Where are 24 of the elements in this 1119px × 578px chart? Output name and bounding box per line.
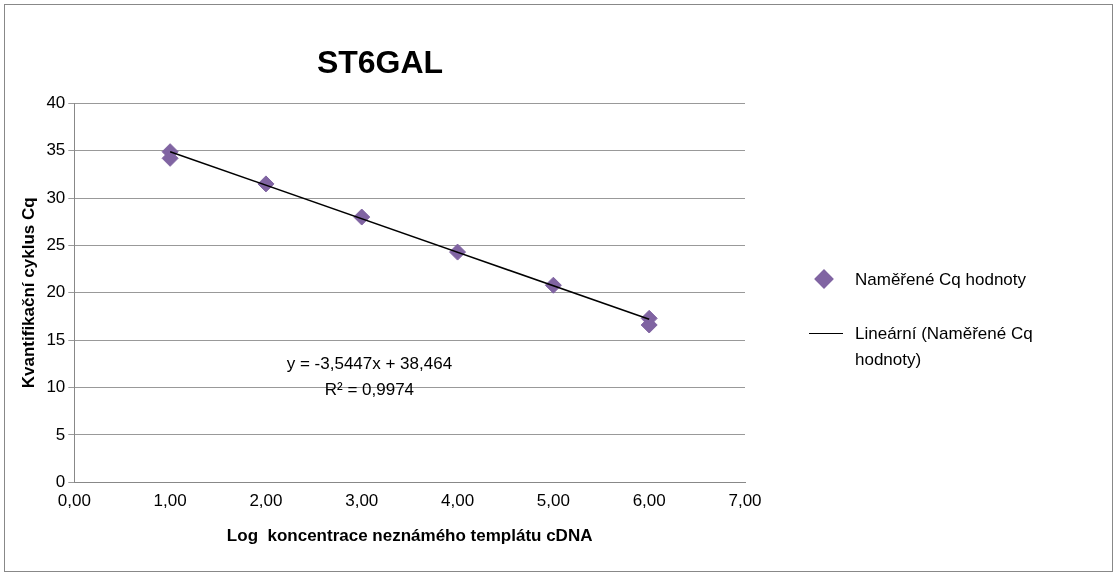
chart-title: ST6GAL xyxy=(316,44,444,81)
y-tick-label: 20 xyxy=(46,282,66,302)
y-tick-label: 30 xyxy=(46,187,66,207)
y-tick-label: 25 xyxy=(46,235,66,255)
legend-label: Naměřené Cq hodnoty xyxy=(855,269,1027,291)
y-axis-title: Kvantifikační cyklus Cq xyxy=(18,197,38,389)
x-tick-label: 5,00 xyxy=(536,491,570,511)
y-tick-label: 35 xyxy=(46,140,66,160)
y-tick-label: 15 xyxy=(46,329,66,349)
x-axis-title: Log koncentrace neznámého templátu cDNA xyxy=(226,526,593,546)
annotation: y = -3,5447x + 38,464 xyxy=(286,354,453,374)
x-tick-label: 0,00 xyxy=(57,491,91,511)
x-tick-label: 1,00 xyxy=(153,491,187,511)
x-tick-label: 3,00 xyxy=(345,491,379,511)
y-tick-label: 10 xyxy=(46,377,66,397)
x-tick-label: 6,00 xyxy=(632,491,666,511)
y-tick-label: 0 xyxy=(55,471,66,491)
x-tick-label: 2,00 xyxy=(249,491,283,511)
y-tick-label: 5 xyxy=(55,424,66,444)
x-tick-label: 4,00 xyxy=(441,491,475,511)
annotation: R² = 0,9974 xyxy=(324,380,415,400)
legend-label: Lineární (Naměřené Cq hodnoty) xyxy=(855,323,1034,371)
y-tick-label: 40 xyxy=(46,93,66,113)
x-tick-label: 7,00 xyxy=(728,491,762,511)
